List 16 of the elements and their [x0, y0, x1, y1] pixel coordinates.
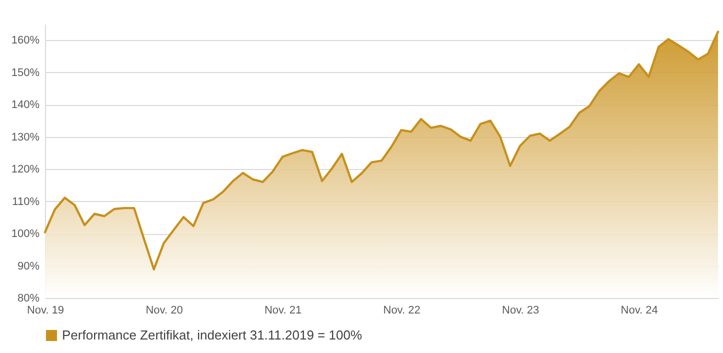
- y-tick-label: 110%: [12, 196, 40, 208]
- x-tick-label: Nov. 22: [383, 304, 420, 316]
- y-tick-label: 80%: [17, 292, 40, 304]
- legend-label: Performance Zertifikat, indexiert 31.11.2019 = 100%: [62, 328, 362, 342]
- y-tick-label: 90%: [17, 260, 40, 272]
- x-tick-label: Nov. 19: [26, 304, 64, 316]
- x-tick-label: Nov. 24: [620, 304, 658, 316]
- y-tick-label: 100%: [11, 228, 40, 240]
- y-tick-label: 150%: [11, 66, 40, 79]
- y-tick-label: 120%: [11, 164, 40, 176]
- y-tick-label: 160%: [11, 34, 40, 47]
- x-tick-label: Nov. 21: [264, 304, 302, 316]
- y-tick-label: 140%: [11, 99, 40, 112]
- y-tick-label: 130%: [11, 131, 40, 144]
- x-tick-label: Nov. 20: [146, 304, 183, 316]
- x-tick-label: Nov. 23: [502, 304, 540, 316]
